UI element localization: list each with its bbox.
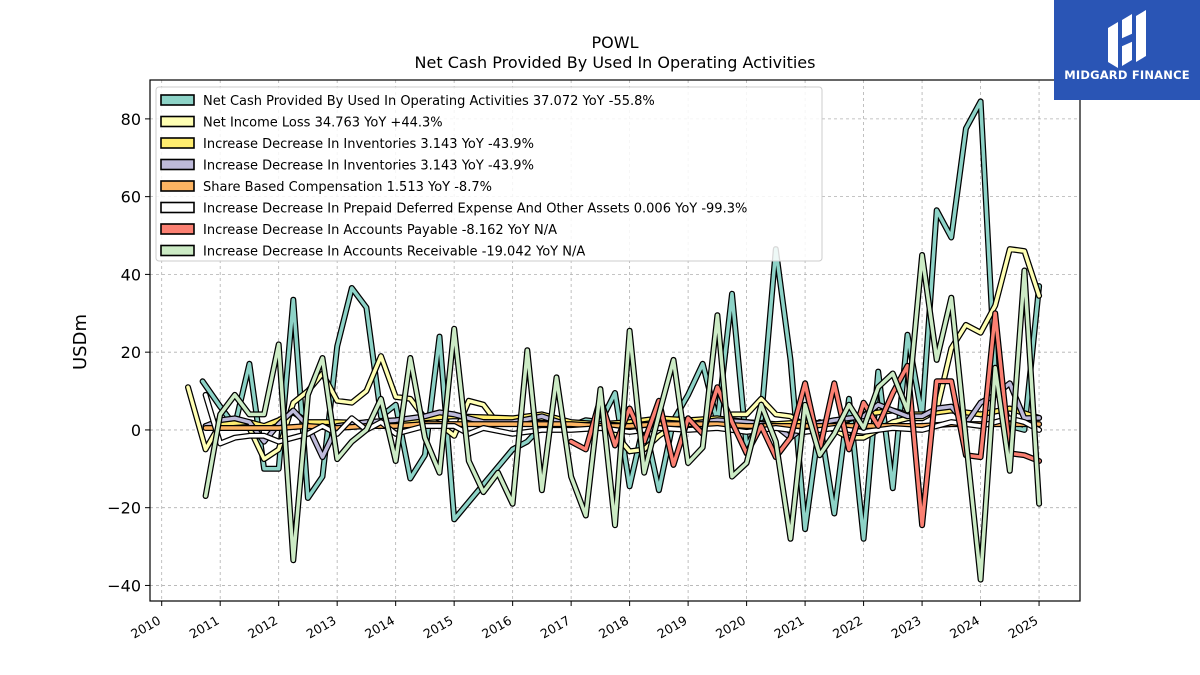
y-tick-label: 40 xyxy=(121,265,141,284)
x-tick-label: 2021 xyxy=(772,613,807,642)
x-tick-label: 2017 xyxy=(538,613,573,642)
legend-swatch xyxy=(160,223,195,235)
series-line xyxy=(202,252,1043,583)
series-line xyxy=(202,391,1043,447)
chart-subtitle: Net Cash Provided By Used In Operating A… xyxy=(415,53,816,72)
midgard-logo-icon xyxy=(1108,10,1146,68)
chart-title: POWL xyxy=(592,33,639,52)
x-tick-label: 2019 xyxy=(655,613,690,642)
series-line-stroke xyxy=(569,311,1041,527)
legend-label: Increase Decrease In Accounts Receivable… xyxy=(203,245,585,260)
x-tick-label: 2010 xyxy=(128,613,163,642)
series-line-stroke xyxy=(186,247,1041,461)
legend-label: Increase Decrease In Inventories 3.143 Y… xyxy=(203,159,534,174)
x-tick-label: 2012 xyxy=(245,613,280,642)
brand-logo: MIDGARD FINANCE xyxy=(1054,0,1200,100)
x-tick-label: 2022 xyxy=(830,613,865,642)
y-tick-label: 20 xyxy=(121,343,141,362)
x-tick-label: 2016 xyxy=(479,613,514,642)
x-tick-label: 2014 xyxy=(362,613,397,642)
legend-box xyxy=(155,86,823,262)
plot-frame xyxy=(149,79,1081,602)
legend-swatch xyxy=(160,115,195,128)
legend-swatch xyxy=(160,137,195,149)
legend: Net Cash Provided By Used In Operating A… xyxy=(155,86,823,262)
brand-name: MIDGARD FINANCE xyxy=(1064,68,1190,82)
legend-label: Net Cash Provided By Used In Operating A… xyxy=(203,94,655,109)
legend-swatch xyxy=(160,244,195,257)
series-line xyxy=(185,246,1043,463)
y-tick-label: 80 xyxy=(121,110,141,129)
x-tick-label: 2013 xyxy=(304,613,339,642)
series-line-stroke xyxy=(203,393,1041,446)
x-tick-label: 2020 xyxy=(713,613,748,642)
legend-swatch xyxy=(160,158,195,171)
legend-label: Net Income Loss 34.763 YoY +44.3% xyxy=(203,116,443,131)
legend-label: Increase Decrease In Accounts Payable -8… xyxy=(203,223,557,238)
y-axis-label: USDm xyxy=(70,314,91,370)
series-line xyxy=(568,310,1043,529)
x-tick-label: 2018 xyxy=(596,613,631,642)
x-tick-label: 2025 xyxy=(1006,613,1041,642)
legend-label: Increase Decrease In Prepaid Deferred Ex… xyxy=(203,202,747,217)
legend-label: Increase Decrease In Inventories 3.143 Y… xyxy=(203,137,534,152)
y-tick-label: 60 xyxy=(121,188,141,207)
y-tick-label: −20 xyxy=(107,499,141,518)
x-tick-label: 2023 xyxy=(889,613,924,642)
legend-swatch xyxy=(160,180,195,192)
y-tick-label: −40 xyxy=(107,576,141,595)
series-line-stroke xyxy=(203,253,1041,582)
legend-label: Share Based Compensation 1.513 YoY -8.7% xyxy=(203,180,492,195)
x-tick-label: 2024 xyxy=(947,613,982,642)
series-lines xyxy=(185,98,1043,583)
legend-swatch xyxy=(160,201,195,214)
x-tick-label: 2011 xyxy=(187,613,222,642)
legend-swatch xyxy=(160,94,195,106)
x-tick-label: 2015 xyxy=(421,613,456,642)
y-tick-label: 0 xyxy=(131,421,141,440)
